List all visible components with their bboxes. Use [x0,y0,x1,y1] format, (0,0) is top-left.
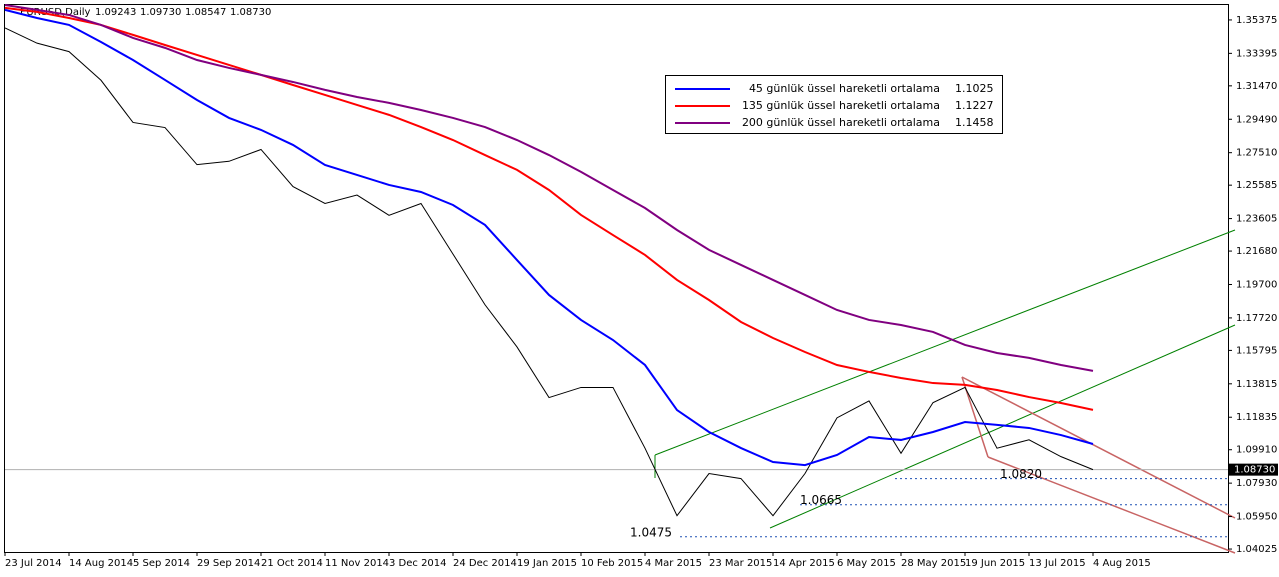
y-tick-label: 1.07930 [1236,478,1277,489]
plot-frame [4,4,1229,553]
moving-average [4,6,1094,411]
legend: 45 günlük üssel hareketli ortalama 1.1025… [665,75,1003,134]
x-tick-label: 21 Oct 2014 [261,558,323,569]
x-tick-label: 28 May 2015 [901,558,966,569]
x-tick-label: 19 Jun 2015 [965,558,1025,569]
x-tick-label: 3 Dec 2014 [389,558,447,569]
x-tick-label: 11 Nov 2014 [325,558,389,569]
legend-label: 45 günlük üssel hareketli ortalama [749,82,940,95]
x-tick-label: 29 Sep 2014 [197,558,260,569]
y-tick-label: 1.33395 [1236,48,1277,59]
ohlc-value: 1.09243 [95,7,136,18]
x-tick-label: 10 Feb 2015 [581,558,643,569]
channel-line [654,229,1236,456]
ohlc-value: 1.08730 [230,7,271,18]
ohlc-header: 1.09243 1.09730 1.08547 1.08730 [95,7,271,18]
level-label: 1.0475 [630,525,672,539]
legend-label: 200 günlük üssel hareketli ortalama [742,116,940,129]
y-tick-label: 1.27510 [1236,148,1277,159]
legend-value: 1.1458 [955,116,994,129]
y-tick-label: 1.17720 [1236,313,1277,324]
channel-line [961,376,1236,519]
price-label: 1.08730 [1234,465,1275,476]
y-tick-label: 1.21680 [1236,246,1277,257]
y-tick-label: 1.25585 [1236,180,1277,191]
x-tick-label: 5 Sep 2014 [133,558,190,569]
legend-label: 135 günlük üssel hareketli ortalama [742,99,940,112]
ohlc-value: 1.08547 [185,7,226,18]
level-label: 1.0820 [1000,467,1042,481]
x-tick-label: 24 Dec 2014 [453,558,517,569]
y-tick-label: 1.13815 [1236,379,1277,390]
y-tick-label: 1.29490 [1236,114,1277,125]
moving-average [4,8,1094,467]
y-tick-label: 1.04025 [1236,544,1277,555]
moving-average [4,4,1094,372]
x-tick-label: 4 Mar 2015 [645,558,702,569]
x-tick-label: 19 Jan 2015 [517,558,577,569]
y-tick-label: 1.35375 [1236,15,1277,26]
y-tick-label: 1.15795 [1236,345,1277,356]
level-label: 1.0665 [800,493,842,507]
y-tick-label: 1.31470 [1236,81,1277,92]
x-tick-label: 14 Aug 2014 [69,558,133,569]
x-tick-label: 23 Mar 2015 [709,558,772,569]
legend-value: 1.1025 [955,82,994,95]
ohlc-value: 1.09730 [140,7,181,18]
y-tick-label: 1.05950 [1236,512,1277,523]
price-label-box [1229,463,1278,476]
x-tick-label: 6 May 2015 [837,558,896,569]
y-tick-label: 1.11835 [1236,412,1277,423]
x-tick-label: 4 Aug 2015 [1093,558,1151,569]
y-tick-label: 1.19700 [1236,279,1277,290]
x-tick-label: 13 Jul 2015 [1029,558,1086,569]
y-tick-label: 1.23605 [1236,214,1277,225]
x-tick-label: 23 Jul 2014 [5,558,62,569]
y-tick-label: 1.09910 [1236,445,1277,456]
channel-line [769,324,1236,529]
legend-value: 1.1227 [955,99,994,112]
x-tick-label: 14 Apr 2015 [773,558,835,569]
